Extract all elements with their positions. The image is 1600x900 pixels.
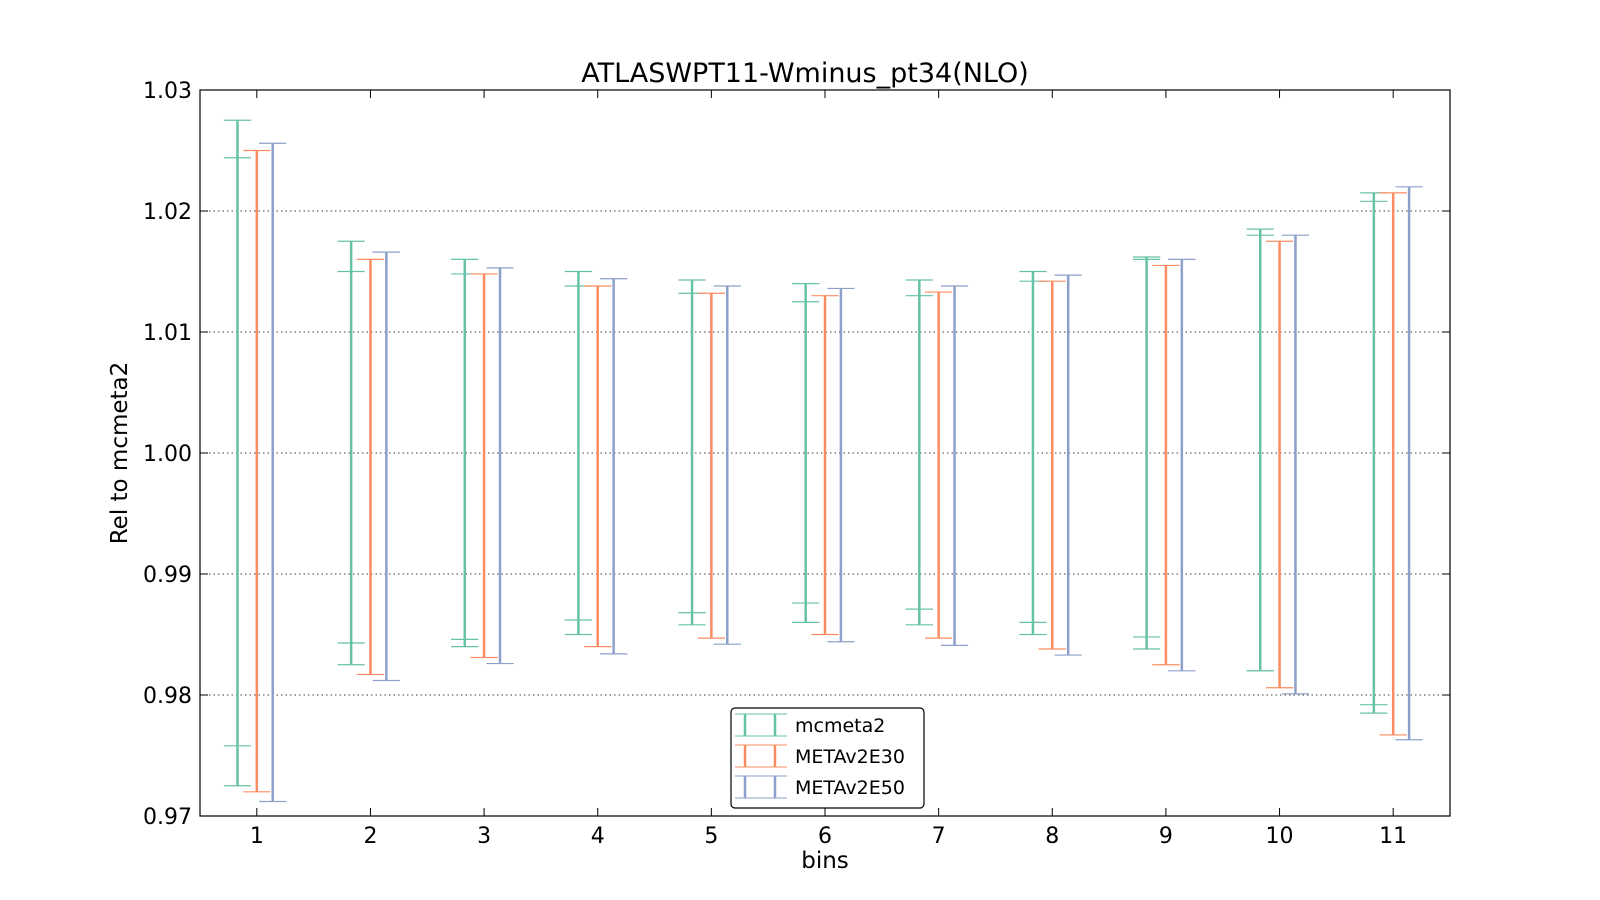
legend-item: METAv2E30 (735, 744, 905, 768)
legend-label: mcmeta2 (795, 715, 885, 737)
x-tick-label: 1 (250, 824, 264, 849)
legend-label: METAv2E50 (795, 777, 905, 799)
x-tick-label: 10 (1266, 824, 1294, 849)
x-axis-label: bins (801, 848, 849, 874)
x-tick-label: 8 (1045, 824, 1059, 849)
y-tick-label: 1.00 (143, 442, 192, 467)
x-tick-label: 7 (932, 824, 946, 849)
y-axis-label: Rel to mcmeta2 (107, 362, 133, 545)
legend-item: mcmeta2 (735, 713, 885, 737)
series-METAv2E30 (243, 149, 1407, 793)
y-tick-label: 1.03 (143, 79, 192, 104)
legend: mcmeta2 METAv2E30 METAv2E50 (730, 707, 925, 809)
series-mcmeta2 (223, 119, 1388, 787)
x-tick-label: 9 (1159, 824, 1173, 849)
y-tick-label: 1.01 (143, 321, 192, 346)
x-tick-label: 11 (1379, 824, 1407, 849)
grid-lines (200, 210, 1450, 696)
y-tick-label: 0.97 (143, 805, 192, 830)
x-axis: 1 2 3 4 5 6 7 8 9 10 11 (250, 90, 1407, 849)
y-tick-label: 1.02 (143, 200, 192, 225)
legend-item: METAv2E50 (735, 775, 905, 799)
chart-title: ATLASWPT11-Wminus_pt34(NLO) (581, 58, 1029, 89)
y-tick-label: 0.98 (143, 684, 192, 709)
series-METAv2E50 (259, 142, 1423, 803)
y-axis: 0.97 0.98 0.99 1.00 1.01 1.02 1.03 (143, 79, 1450, 830)
x-tick-label: 6 (818, 824, 832, 849)
x-tick-label: 3 (477, 824, 491, 849)
y-tick-label: 0.99 (143, 563, 192, 588)
series-marks (223, 119, 1423, 803)
x-tick-label: 4 (591, 824, 605, 849)
legend-box (730, 707, 925, 809)
x-tick-label: 5 (704, 824, 718, 849)
x-tick-label: 2 (363, 824, 377, 849)
legend-label: METAv2E30 (795, 746, 905, 768)
